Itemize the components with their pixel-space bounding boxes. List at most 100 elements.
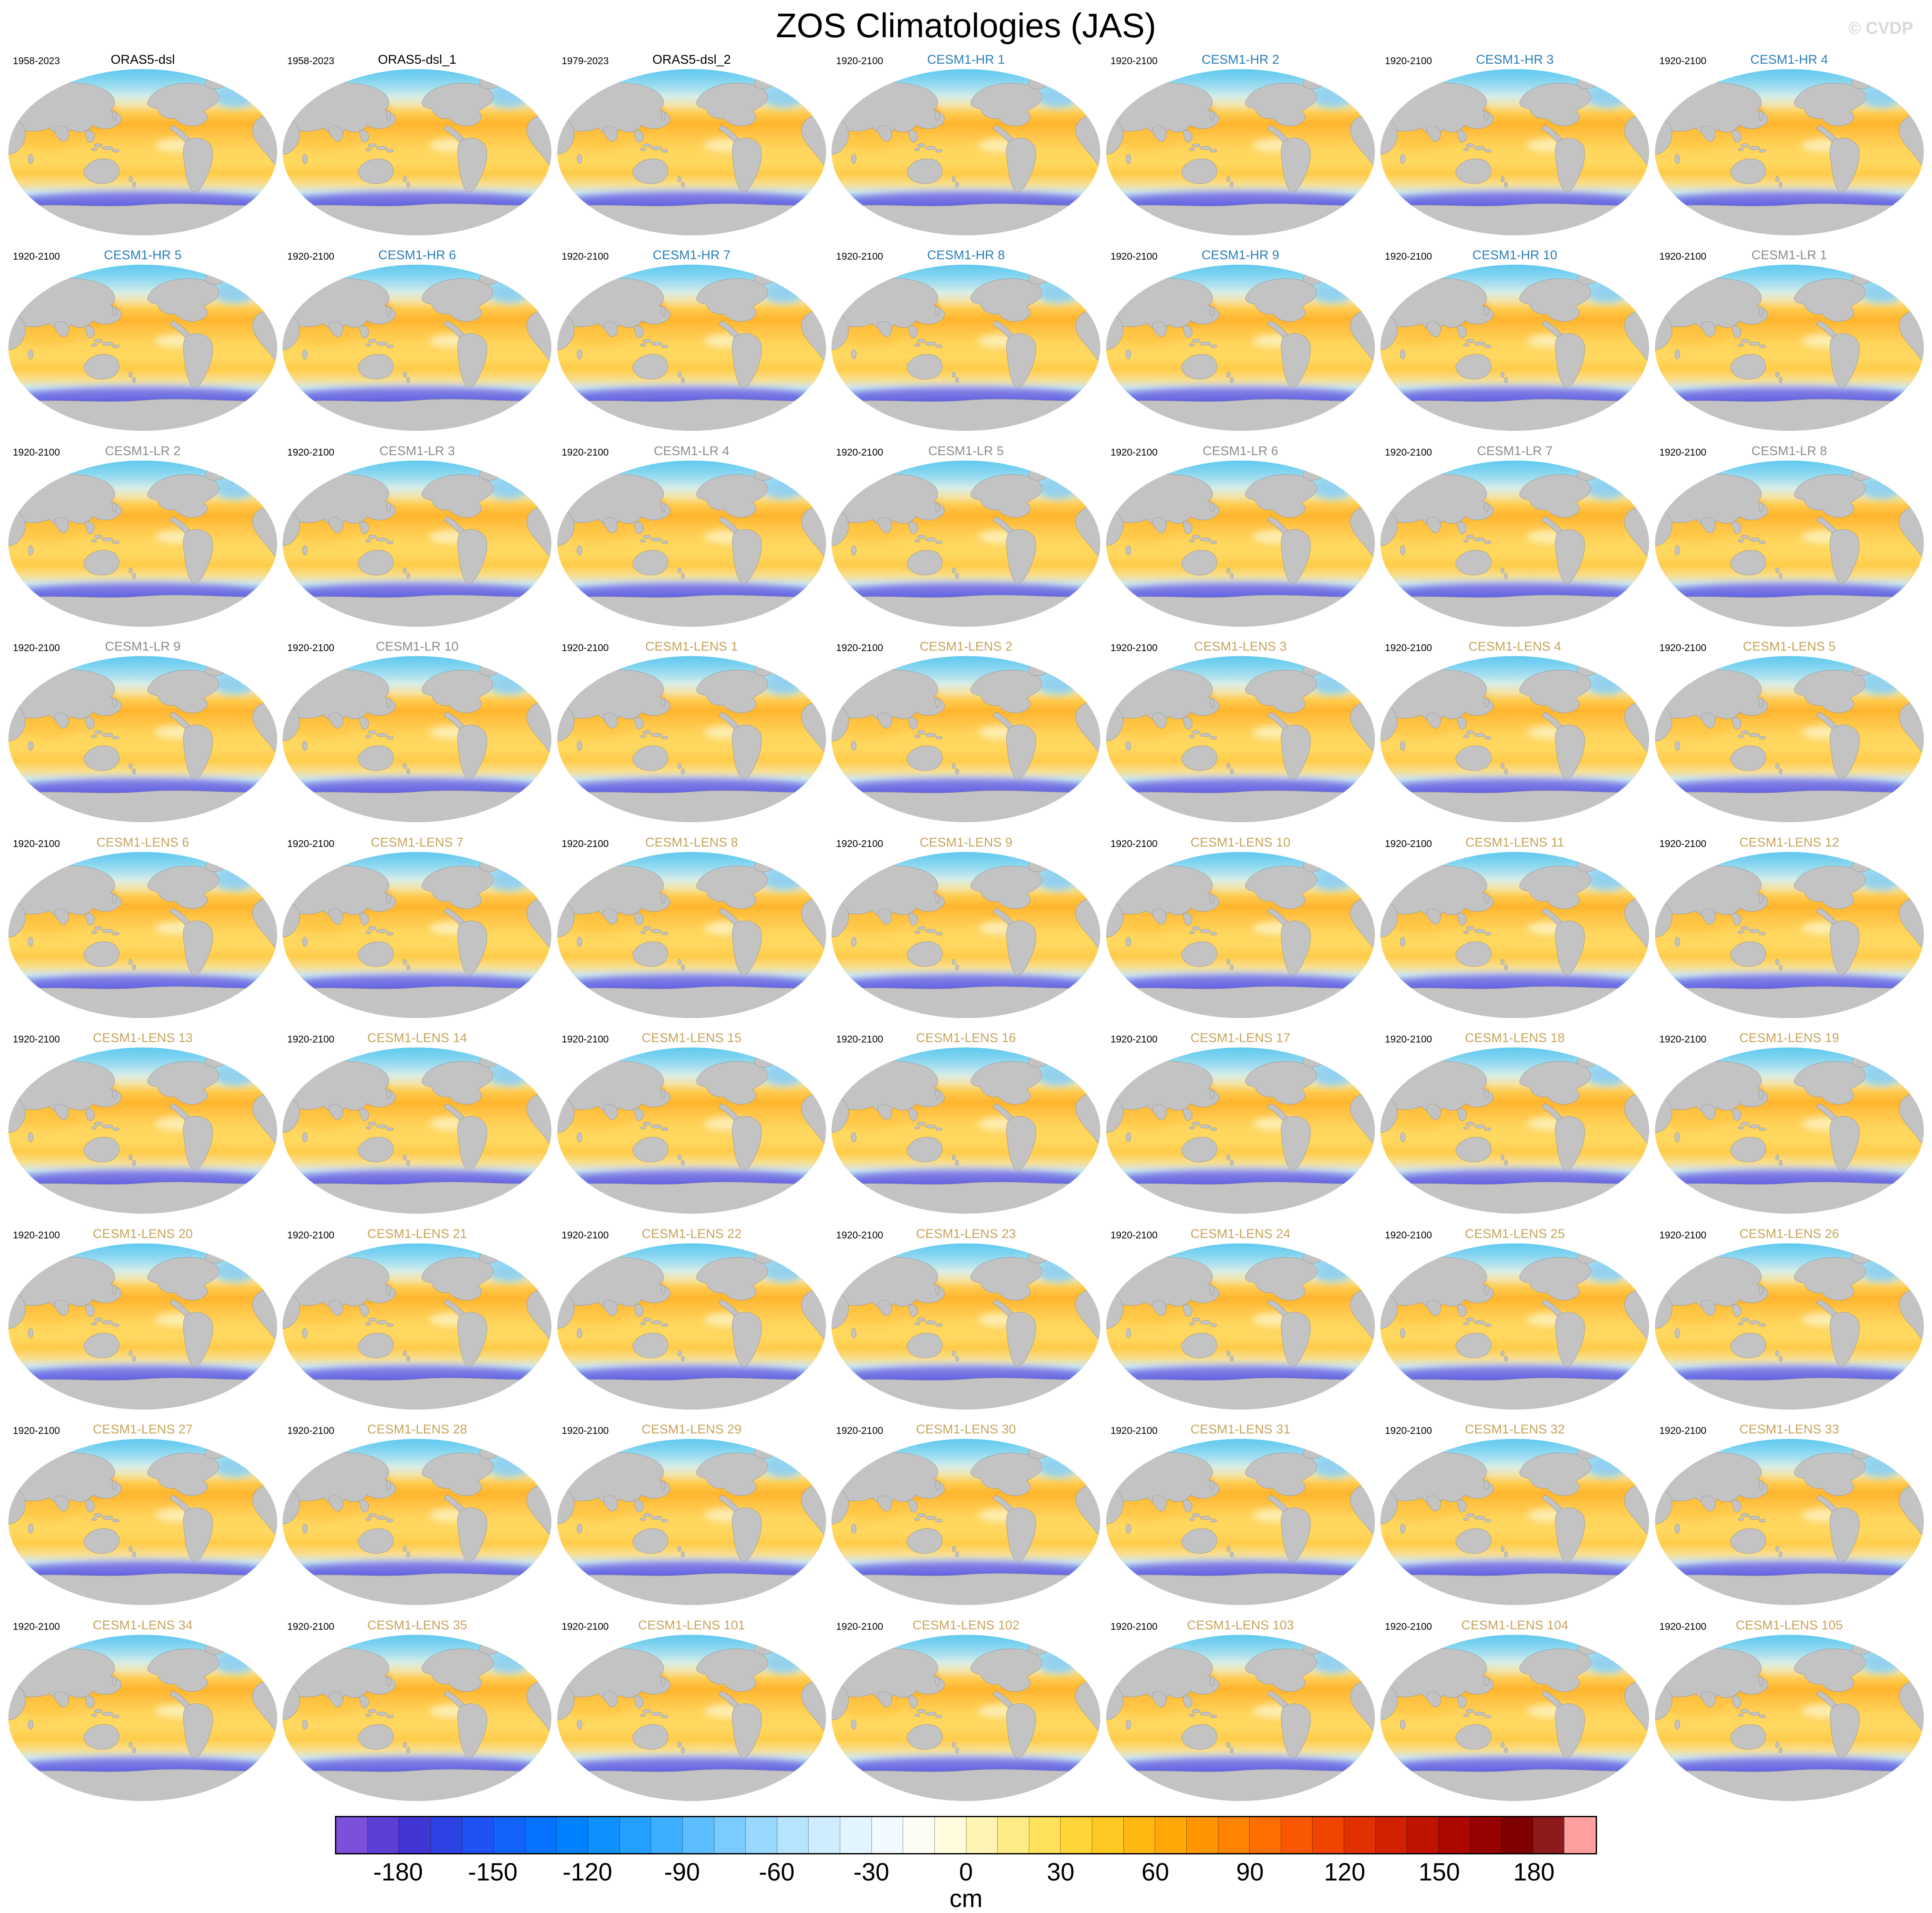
- panel-title: CESM1-LENS 18: [1465, 1031, 1565, 1045]
- map-panel-cesm1-lens-21: 1920-2100 CESM1-LENS 21: [282, 1226, 552, 1410]
- colorbar-box: [651, 1817, 682, 1854]
- panel-header: 1920-2100 CESM1-LENS 14: [282, 1030, 552, 1047]
- panel-title: CESM1-LENS 19: [1739, 1031, 1839, 1045]
- world-map: [8, 655, 278, 823]
- world-map: [8, 1047, 278, 1214]
- panel-header: 1920-2100 CESM1-HR 9: [1105, 247, 1375, 264]
- world-map: [1105, 655, 1375, 823]
- colorbar-tick: -120: [562, 1858, 613, 1886]
- panel-years: 1920-2100: [13, 1229, 60, 1241]
- colorbar-tick: -90: [664, 1858, 700, 1886]
- panel-years: 1920-2100: [1385, 1425, 1432, 1436]
- colorbar-box: [808, 1817, 840, 1854]
- panel-years: 1920-2100: [1659, 1425, 1707, 1436]
- map-panel-cesm1-lens-30: 1920-2100 CESM1-LENS 30: [831, 1421, 1101, 1605]
- panel-title: CESM1-LR 2: [105, 444, 181, 458]
- world-map: [831, 460, 1101, 627]
- panel-header: 1920-2100 CESM1-LENS 9: [831, 834, 1101, 851]
- panel-years: 1920-2100: [287, 251, 335, 262]
- world-map: [557, 1634, 827, 1801]
- panel-title: ORAS5-dsl: [110, 53, 175, 67]
- world-map: [8, 1243, 278, 1410]
- panel-header: 1920-2100 CESM1-LENS 20: [8, 1226, 278, 1243]
- panel-title: CESM1-LENS 21: [367, 1226, 467, 1241]
- panel-years: 1920-2100: [287, 642, 335, 654]
- panel-years: 1920-2100: [13, 1620, 60, 1632]
- panel-title: CESM1-LR 5: [928, 444, 1004, 458]
- panel-title: CESM1-LENS 103: [1187, 1618, 1294, 1632]
- panel-title: CESM1-LENS 15: [641, 1031, 742, 1045]
- colorbar-box: [1564, 1817, 1596, 1854]
- panel-title: CESM1-LR 8: [1751, 444, 1827, 458]
- world-map: [557, 68, 827, 236]
- panel-title: CESM1-HR 1: [927, 53, 1005, 67]
- world-map: [1105, 460, 1375, 627]
- world-map: [282, 1634, 552, 1801]
- panel-header: 1920-2100 CESM1-LENS 18: [1380, 1030, 1650, 1047]
- map-panel-cesm1-hr-8: 1920-2100 CESM1-HR 8: [831, 247, 1101, 431]
- panel-title: CESM1-LR 9: [105, 640, 181, 654]
- panel-years: 1920-2100: [561, 1425, 609, 1436]
- panel-title: CESM1-HR 2: [1201, 53, 1280, 67]
- world-map: [557, 1438, 827, 1605]
- panel-header: 1920-2100 CESM1-HR 3: [1380, 51, 1650, 68]
- map-panel-cesm1-lens-28: 1920-2100 CESM1-LENS 28: [282, 1421, 552, 1605]
- panel-title: CESM1-LENS 2: [919, 640, 1013, 654]
- panel-title: CESM1-HR 6: [378, 248, 456, 263]
- panel-title: CESM1-HR 7: [652, 248, 731, 263]
- colorbar-box: [1060, 1817, 1092, 1854]
- colorbar-unit: cm: [949, 1885, 983, 1913]
- colorbar-box: [1123, 1817, 1155, 1854]
- colorbar-box: [588, 1817, 619, 1854]
- panel-years: 1920-2100: [836, 1620, 883, 1632]
- panel-header: 1920-2100 CESM1-LENS 27: [8, 1421, 278, 1438]
- panel-title: CESM1-LENS 12: [1739, 835, 1839, 850]
- world-map: [1380, 1243, 1650, 1410]
- panel-header: 1920-2100 CESM1-LENS 19: [1654, 1030, 1924, 1047]
- map-panel-cesm1-lens-10: 1920-2100 CESM1-LENS 10: [1105, 834, 1375, 1019]
- map-panel-cesm1-lens-15: 1920-2100 CESM1-LENS 15: [557, 1030, 827, 1214]
- panel-title: CESM1-LENS 101: [638, 1618, 745, 1632]
- world-map: [1380, 264, 1650, 431]
- panel-title: CESM1-LENS 35: [367, 1618, 467, 1632]
- panel-years: 1920-2100: [1659, 1033, 1707, 1045]
- panel-header: 1920-2100 CESM1-LR 7: [1380, 443, 1650, 460]
- colorbar-tick: 90: [1236, 1858, 1264, 1886]
- panel-header: 1920-2100 CESM1-LENS 29: [557, 1421, 827, 1438]
- panel-title: CESM1-LENS 7: [370, 835, 464, 850]
- panel-title: CESM1-HR 5: [104, 248, 182, 263]
- panel-header: 1979-2023 ORAS5-dsl_2: [557, 51, 827, 68]
- panel-years: 1920-2100: [836, 642, 883, 654]
- panel-header: 1920-2100 CESM1-LENS 7: [282, 834, 552, 851]
- colorbar-box: [966, 1817, 998, 1854]
- map-panel-cesm1-hr-6: 1920-2100 CESM1-HR 6: [282, 247, 552, 431]
- page-title: ZOS Climatologies (JAS): [776, 6, 1156, 44]
- panel-years: 1920-2100: [1659, 838, 1707, 849]
- panel-title: CESM1-LENS 32: [1465, 1422, 1565, 1437]
- panel-header: 1920-2100 CESM1-LENS 5: [1654, 638, 1924, 655]
- colorbar-box: [776, 1817, 809, 1854]
- panel-years: 1920-2100: [561, 1033, 609, 1045]
- world-map: [1105, 68, 1375, 236]
- panel-title: CESM1-LENS 33: [1739, 1422, 1839, 1437]
- map-panel-cesm1-lens-31: 1920-2100 CESM1-LENS 31: [1105, 1421, 1375, 1605]
- panel-title: CESM1-LENS 13: [92, 1031, 193, 1045]
- panel-header: 1920-2100 CESM1-LENS 13: [8, 1030, 278, 1047]
- world-map: [282, 1243, 552, 1410]
- world-map: [8, 851, 278, 1019]
- world-map: [831, 1047, 1101, 1214]
- world-map: [8, 1438, 278, 1605]
- world-map: [1654, 1243, 1924, 1410]
- map-panel-cesm1-lens-25: 1920-2100 CESM1-LENS 25: [1380, 1226, 1650, 1410]
- map-panel-cesm1-lens-13: 1920-2100 CESM1-LENS 13: [8, 1030, 278, 1214]
- colorbar-box: [399, 1817, 430, 1854]
- panel-header: 1920-2100 CESM1-LENS 11: [1380, 834, 1650, 851]
- map-panel-cesm1-lens-24: 1920-2100 CESM1-LENS 24: [1105, 1226, 1375, 1410]
- panel-title: CESM1-LR 6: [1203, 444, 1278, 458]
- panel-years: 1920-2100: [1385, 1620, 1432, 1632]
- colorbar-box: [714, 1817, 746, 1854]
- panel-header: 1920-2100 CESM1-LENS 17: [1105, 1030, 1375, 1047]
- map-panel-oras5-dsl-2: 1979-2023 ORAS5-dsl_2: [557, 51, 827, 236]
- panel-header: 1920-2100 CESM1-LENS 1: [557, 638, 827, 655]
- panel-years: 1920-2100: [287, 1033, 335, 1045]
